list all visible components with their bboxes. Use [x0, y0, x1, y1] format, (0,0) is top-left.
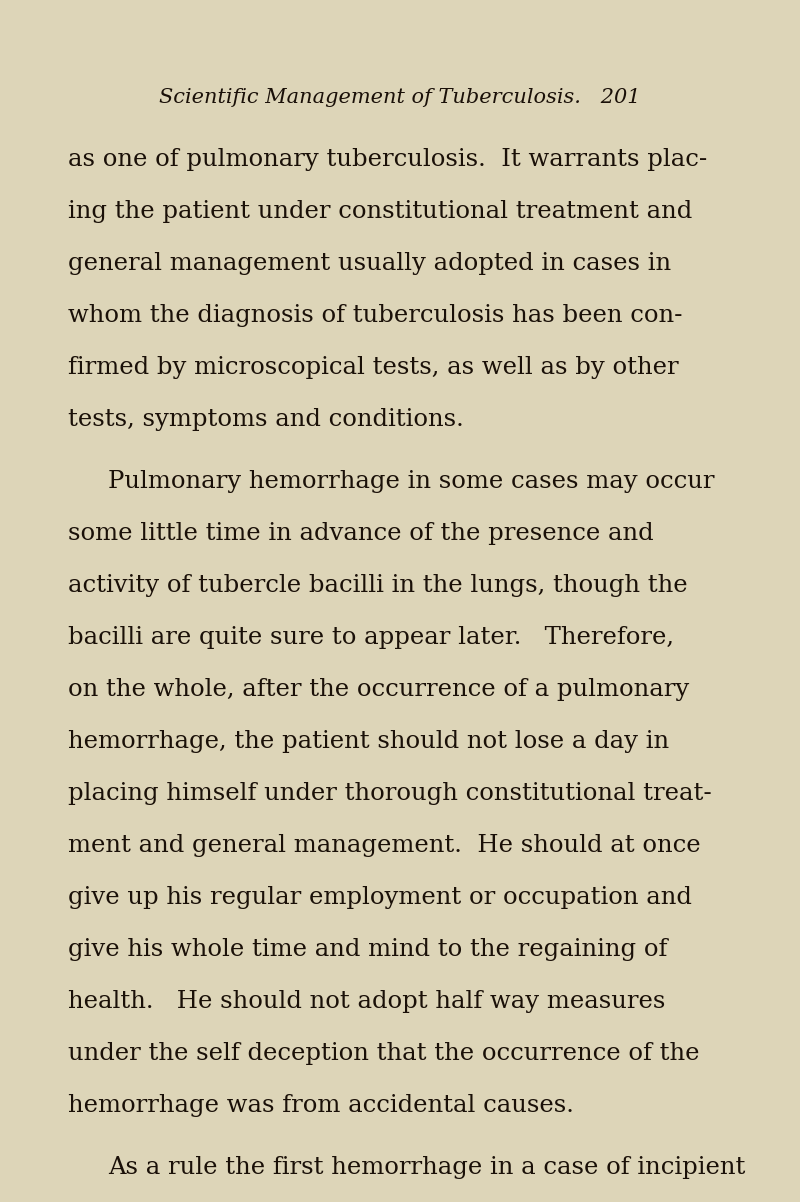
Text: bacilli are quite sure to appear later.   Therefore,: bacilli are quite sure to appear later. … [68, 626, 674, 649]
Text: hemorrhage, the patient should not lose a day in: hemorrhage, the patient should not lose … [68, 730, 669, 752]
Text: health.   He should not adopt half way measures: health. He should not adopt half way mea… [68, 990, 666, 1013]
Text: give his whole time and mind to the regaining of: give his whole time and mind to the rega… [68, 938, 667, 962]
Text: Scientific Management of Tuberculosis.   201: Scientific Management of Tuberculosis. 2… [159, 88, 641, 107]
Text: As a rule the first hemorrhage in a case of incipient: As a rule the first hemorrhage in a case… [108, 1156, 746, 1179]
Text: ing the patient under constitutional treatment and: ing the patient under constitutional tre… [68, 200, 692, 224]
Text: firmed by microscopical tests, as well as by other: firmed by microscopical tests, as well a… [68, 356, 678, 379]
Text: placing himself under thorough constitutional treat-: placing himself under thorough constitut… [68, 783, 712, 805]
Text: on the whole, after the occurrence of a pulmonary: on the whole, after the occurrence of a … [68, 678, 690, 701]
Text: give up his regular employment or occupation and: give up his regular employment or occupa… [68, 886, 692, 909]
Text: tests, symptoms and conditions.: tests, symptoms and conditions. [68, 407, 464, 432]
Text: some little time in advance of the presence and: some little time in advance of the prese… [68, 522, 654, 545]
Text: under the self deception that the occurrence of the: under the self deception that the occurr… [68, 1042, 699, 1065]
Text: ment and general management.  He should at once: ment and general management. He should a… [68, 834, 701, 857]
Text: activity of tubercle bacilli in the lungs, though the: activity of tubercle bacilli in the lung… [68, 575, 688, 597]
Text: Pulmonary hemorrhage in some cases may occur: Pulmonary hemorrhage in some cases may o… [108, 470, 714, 493]
Text: as one of pulmonary tuberculosis.  It warrants plac-: as one of pulmonary tuberculosis. It war… [68, 148, 707, 171]
Text: whom the diagnosis of tuberculosis has been con-: whom the diagnosis of tuberculosis has b… [68, 304, 682, 327]
Text: general management usually adopted in cases in: general management usually adopted in ca… [68, 252, 671, 275]
Text: hemorrhage was from accidental causes.: hemorrhage was from accidental causes. [68, 1094, 574, 1117]
